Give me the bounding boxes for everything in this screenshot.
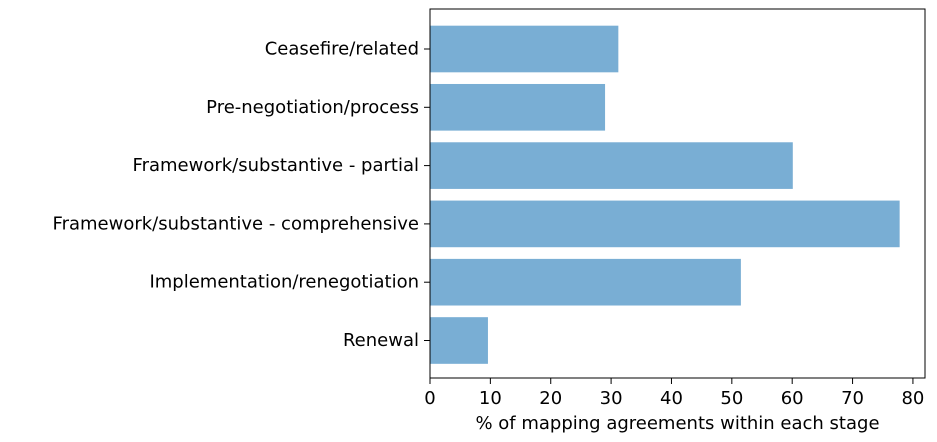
x-axis-label: % of mapping agreements within each stag…: [475, 413, 879, 434]
bars-group: [430, 25, 900, 364]
x-tick-label-2: 20: [539, 388, 562, 409]
x-tick-label-7: 70: [841, 388, 864, 409]
bar-2: [430, 142, 793, 189]
x-tick-label-6: 60: [781, 388, 804, 409]
x-tick-label-5: 50: [720, 388, 743, 409]
x-tick-label-1: 10: [479, 388, 502, 409]
bar-5: [430, 317, 488, 364]
bar-3: [430, 200, 900, 248]
y-tick-label-0: Ceasefire/related: [265, 39, 419, 60]
x-axis-ticks: 0 10 20 30 40 50 60 70 80: [424, 378, 924, 409]
bar-1: [430, 83, 606, 131]
x-tick-label-4: 40: [660, 388, 683, 409]
x-tick-label-0: 0: [424, 388, 435, 409]
y-tick-label-1: Pre-negotiation/process: [206, 97, 419, 118]
bar-0: [430, 25, 619, 73]
x-tick-label-8: 80: [901, 388, 924, 409]
y-axis-ticks: Ceasefire/related Pre-negotiation/process…: [53, 39, 430, 351]
y-tick-label-4: Implementation/renegotiation: [149, 272, 419, 293]
x-tick-label-3: 30: [600, 388, 623, 409]
y-tick-label-3: Framework/substantive - comprehensive: [53, 213, 419, 234]
y-tick-label-2: Framework/substantive - partial: [133, 155, 419, 176]
plot-frame: [429, 8, 926, 379]
bar-4: [430, 258, 741, 306]
y-tick-label-5: Renewal: [343, 330, 419, 351]
